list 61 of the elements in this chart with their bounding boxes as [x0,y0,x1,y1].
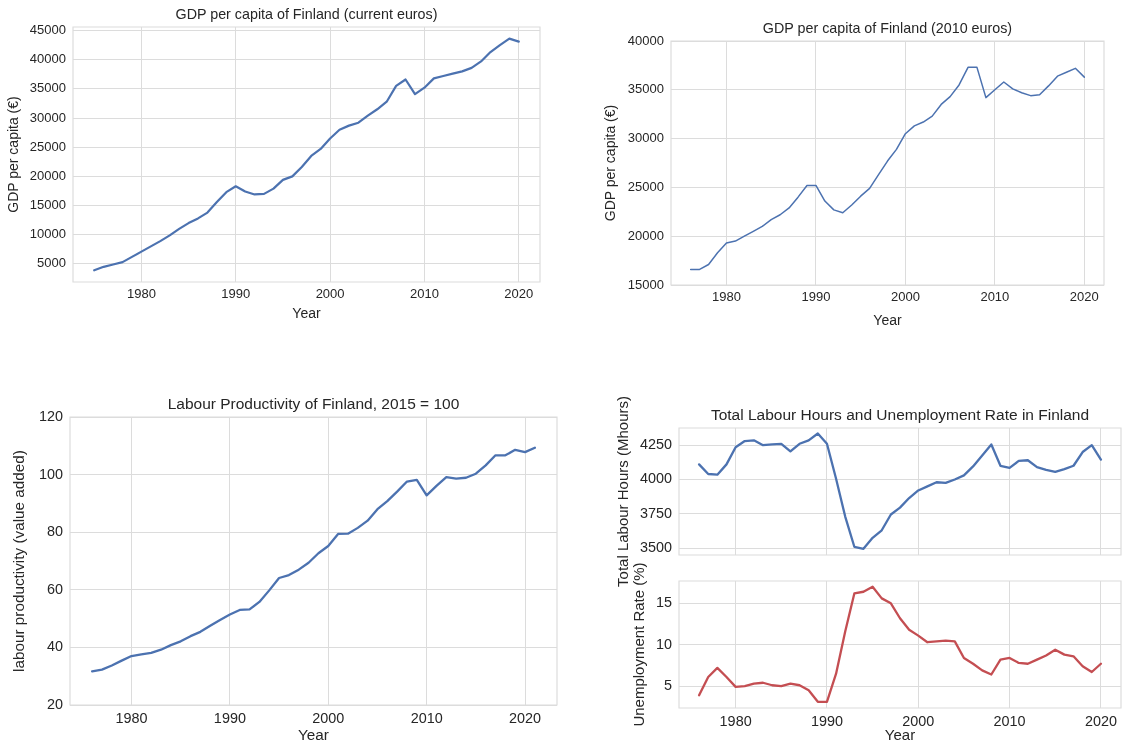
x-tick-label: 2010 [980,289,1010,305]
y-tick-label: 40000 [29,51,66,67]
x-axis-title: Year [292,305,321,322]
y-tick-label: 20 [46,695,63,712]
y-tick-label: 30000 [29,109,66,125]
y-tick-label: 80 [46,523,63,540]
y-tick-label: 35000 [29,80,66,96]
y-tick-label: 5000 [37,255,66,271]
y-tick-label: 25000 [627,178,664,194]
y-axis-title: GDP per capita (€) [5,96,22,213]
y-tick-label: 45000 [29,22,66,38]
x-tick-label: 2010 [409,286,439,302]
y-tick-label: 15000 [29,197,66,213]
y-axis-title: Total Labour Hours (Mhours) [614,396,632,587]
x-axis-title: Year [884,726,916,744]
x-tick-label: 2000 [902,712,935,729]
y-tick-label: 10 [655,635,672,652]
x-tick-label: 1980 [115,709,148,726]
x-tick-label: 1990 [213,709,246,726]
x-tick-label: 2020 [1084,712,1117,729]
y-tick-label: 15 [655,594,672,611]
y-tick-label: 20000 [627,227,664,243]
x-tick-label: 2020 [1069,289,1099,305]
x-tick-label: 1990 [221,286,251,302]
x-tick-label: 1980 [712,289,741,305]
y-tick-label: 10000 [29,226,66,242]
y-tick-label: 100 [38,465,63,482]
x-tick-label: 1980 [719,712,752,729]
y-tick-label: 25000 [29,138,66,154]
x-axis-title: Year [873,312,902,329]
chart-title: GDP per capita of Finland (current euros) [175,5,438,22]
y-tick-label: 35000 [627,81,664,97]
chart-title: Total Labour Hours and Unemployment Rate in Finland [710,405,1090,423]
x-tick-label: 1990 [810,712,843,729]
x-axis-title: Year [298,726,329,744]
x-tick-label: 2000 [312,709,345,726]
x-tick-label: 2020 [504,286,534,302]
x-tick-label: 2010 [410,709,443,726]
x-tick-label: 1990 [801,289,831,305]
x-tick-label: 2000 [890,289,920,305]
chart-title: Labour Productivity of Finland, 2015 = 100 [167,394,460,412]
y-tick-label: 40 [46,638,63,655]
y-tick-label: 60 [46,580,63,597]
y-tick-label: 15000 [627,276,664,292]
chart-title: GDP per capita of Finland (2010 euros) [762,19,1013,36]
x-tick-label: 2020 [509,709,542,726]
x-tick-label: 2000 [315,286,345,302]
y-axis-title: Unemployment Rate (%) [630,562,648,727]
y-tick-label: 30000 [627,130,664,146]
y-tick-label: 3750 [639,504,672,521]
y-tick-label: 5 [663,677,672,694]
y-tick-label: 4000 [639,470,672,487]
x-tick-label: 1980 [126,286,156,302]
y-axis-title: labour productivity (value added) [10,450,28,672]
x-tick-label: 2010 [993,712,1026,729]
y-tick-label: 4250 [639,436,672,453]
y-axis-title: GDP per capita (€) [602,104,619,222]
y-tick-label: 40000 [627,32,664,48]
y-tick-label: 120 [38,407,63,424]
y-tick-label: 20000 [29,167,66,183]
y-tick-label: 3500 [639,539,672,556]
